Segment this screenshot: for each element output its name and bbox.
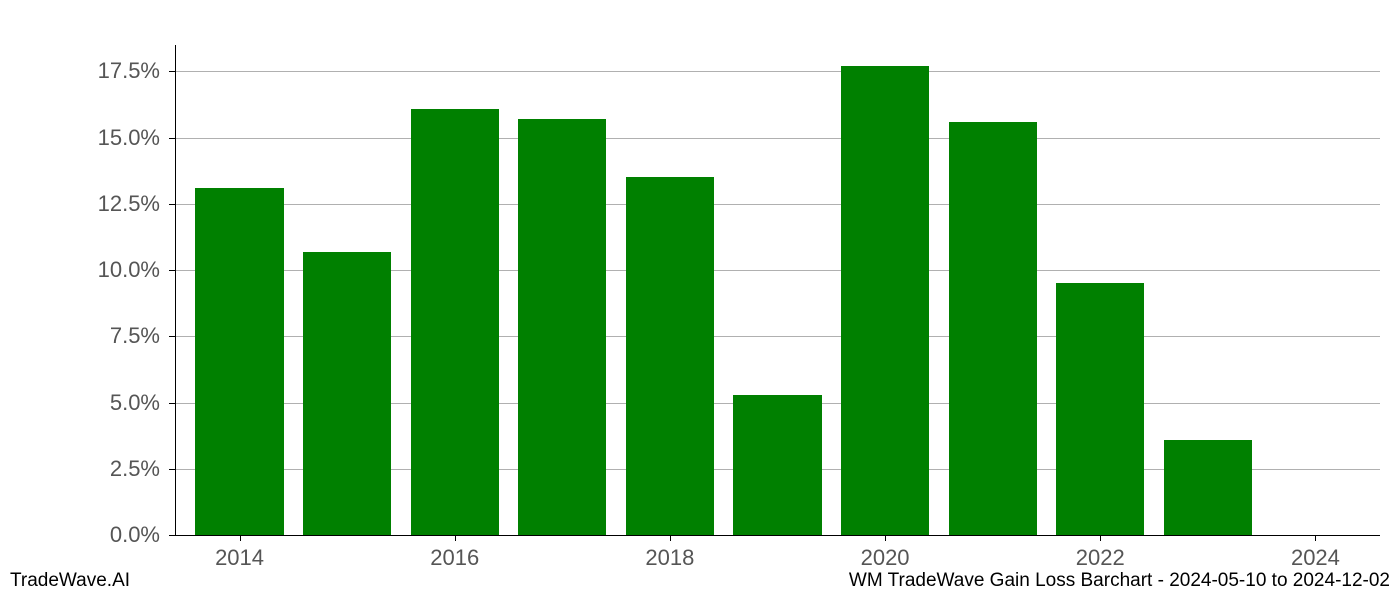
- x-tick-label: 2022: [1076, 545, 1125, 571]
- x-axis-line: [175, 535, 1380, 536]
- footer-caption: WM TradeWave Gain Loss Barchart - 2024-0…: [849, 570, 1390, 592]
- footer-brand: TradeWave.AI: [10, 570, 130, 592]
- y-tick-label: 10.0%: [0, 257, 160, 283]
- x-tick-label: 2024: [1291, 545, 1340, 571]
- x-tick-label: 2014: [215, 545, 264, 571]
- grid-line: [175, 204, 1380, 205]
- x-tick-label: 2016: [430, 545, 479, 571]
- bar: [949, 122, 1037, 535]
- bar: [841, 66, 929, 535]
- y-tick-label: 17.5%: [0, 58, 160, 84]
- bar: [1056, 283, 1144, 535]
- x-tick-label: 2020: [861, 545, 910, 571]
- y-tick-label: 15.0%: [0, 125, 160, 151]
- grid-line: [175, 138, 1380, 139]
- chart-root: { "chart": { "type": "bar", "plot": { "l…: [0, 0, 1400, 600]
- bar: [411, 109, 499, 535]
- bar: [195, 188, 283, 535]
- y-tick-label: 7.5%: [0, 323, 160, 349]
- bar: [303, 252, 391, 535]
- y-tick-label: 0.0%: [0, 522, 160, 548]
- y-tick-label: 2.5%: [0, 456, 160, 482]
- grid-line: [175, 71, 1380, 72]
- bar: [626, 177, 714, 535]
- y-axis-line: [175, 45, 176, 535]
- bar: [518, 119, 606, 535]
- bar: [733, 395, 821, 535]
- y-tick-label: 12.5%: [0, 191, 160, 217]
- chart-plot-area: [175, 45, 1380, 535]
- y-tick-label: 5.0%: [0, 390, 160, 416]
- bar: [1164, 440, 1252, 535]
- x-tick-label: 2018: [645, 545, 694, 571]
